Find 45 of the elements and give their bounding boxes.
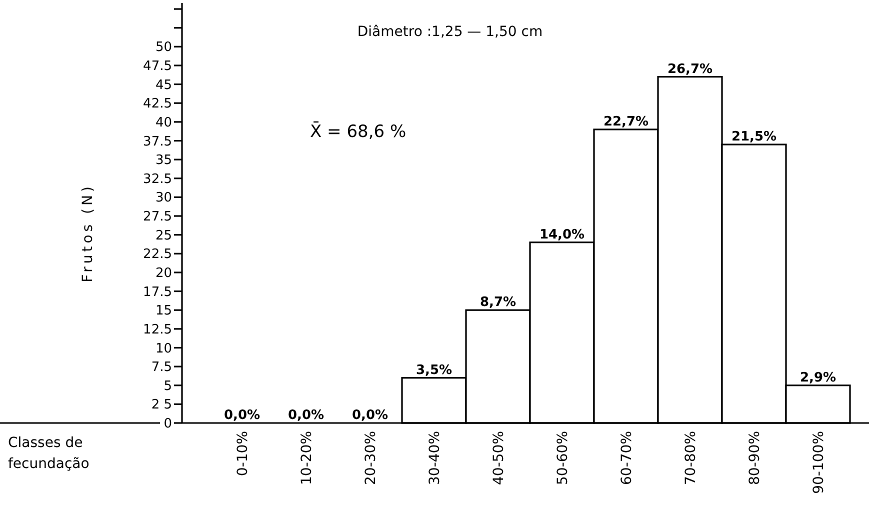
- y-tick-label: 42.5: [143, 96, 172, 112]
- annotation: 22,7%: [603, 114, 649, 130]
- y-tick-label: 30: [155, 190, 172, 206]
- x-tick-label: 60-70%: [618, 431, 635, 485]
- annotation: 0,0%: [352, 408, 388, 423]
- y-tick-label: 35: [155, 153, 172, 168]
- annotation: 14,0%: [539, 227, 585, 242]
- x-tick-label: 0-10%: [234, 431, 251, 476]
- annotation: 0,0%: [224, 408, 260, 423]
- y-tick-label: 37.5: [143, 134, 172, 150]
- y-tick-label: 47.5: [143, 59, 172, 74]
- y-tick-label: 5: [164, 378, 172, 394]
- y-tick-label: 27.5: [143, 210, 172, 225]
- annotation: 21,5%: [731, 130, 777, 145]
- text: Diâmetro :1,25 — 1,50 cm: [357, 24, 543, 40]
- annotation: 8,7%: [480, 295, 516, 310]
- x-tick-label: 40-50%: [490, 431, 507, 485]
- y-tick-label: 0: [164, 416, 172, 432]
- x-tick-label: 50-60%: [554, 431, 571, 485]
- y-tick-label: 10: [155, 341, 172, 356]
- annotation: 26,7%: [667, 62, 713, 77]
- y-tick-label: 7.5: [151, 360, 172, 376]
- annotation: 2,9%: [800, 370, 836, 386]
- y-axis-title: Frutos (N): [80, 184, 96, 282]
- x-tick-label: 70-80%: [682, 431, 699, 485]
- annotation: 0,0%: [288, 408, 324, 423]
- y-tick-label: 40: [155, 115, 172, 130]
- y-tick-label: 15: [155, 304, 172, 319]
- annotation: X̄ = 68,6 %: [310, 120, 406, 142]
- y-tick-label: 22.5: [143, 247, 172, 262]
- y-tick-label: 2 5: [151, 398, 172, 413]
- x-tick-label: 30-40%: [426, 431, 443, 485]
- y-tick-label: 17.5: [143, 284, 172, 300]
- x-tick-label: 20-30%: [362, 431, 379, 485]
- x-axis-title: Classes de fecundação: [8, 435, 90, 472]
- y-tick-label: 32.5: [143, 172, 172, 187]
- y-tick-label: 20: [155, 266, 172, 282]
- annotation: 3,5%: [416, 362, 452, 378]
- y-tick-label: 50: [155, 40, 172, 56]
- x-tick-label: 80-90%: [746, 431, 763, 485]
- x-tick-label: 90-100%: [810, 431, 827, 494]
- y-tick-label: 12.5: [143, 322, 172, 338]
- x-tick-label: 10-20%: [298, 431, 315, 485]
- y-tick-label: 25: [155, 228, 172, 244]
- y-tick-label: 45: [155, 78, 172, 93]
